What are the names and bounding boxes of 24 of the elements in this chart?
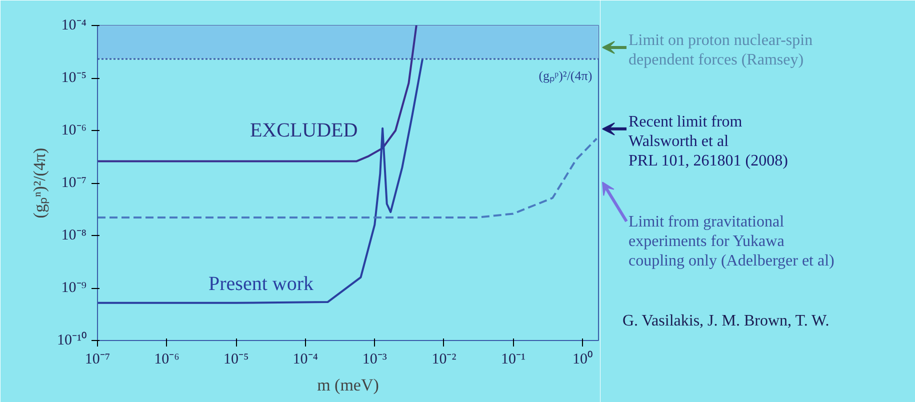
x-tick-label: 10⁻³ [362, 352, 388, 368]
y-axis-title: (gₚⁿ)²/(4π) [30, 148, 50, 218]
y-tick-label: 10⁻⁹ [61, 280, 87, 296]
x-tick-label: 10⁻⁴ [292, 352, 318, 368]
x-tick-label: 10⁻² [432, 352, 457, 368]
x-tick-label: 10⁻⁶ [154, 352, 180, 368]
text: Limit on proton nuclear-spin dependent forces (Ramsey) [628, 32, 813, 68]
x-tick-label: 10⁻⁵ [223, 352, 249, 368]
y-tick-label: 10⁻⁵ [61, 70, 87, 86]
annotation: EXCLUDED [250, 120, 358, 142]
x-axis-title: m (meV) [317, 376, 379, 394]
y-tick-label: 10⁻⁸ [61, 228, 87, 244]
x-tick-label: 10⁻⁷ [84, 352, 110, 368]
y-tick-label: 10⁻⁷ [61, 175, 87, 191]
y-tick-label: 10⁻⁶ [61, 122, 87, 138]
text: G. Vasilakis, J. M. Brown, T. W. [622, 312, 830, 330]
series-label: Present work [208, 272, 314, 295]
text: Limit from gravitational experiments for Yukawa coupling only (Adelberger et al) [628, 214, 834, 270]
ref-line-label: (gₚᵖ)²/(4π) [538, 68, 592, 84]
x-tick-label: 10⁰ [572, 350, 593, 368]
text: Recent limit from Walsworth et al PRL 101, 261801 (2008) [628, 113, 788, 170]
y-tick-label: 10⁻⁴ [61, 18, 87, 34]
x-tick-label: 10⁻¹ [500, 352, 526, 368]
y-tick-label: 10⁻¹⁰ [57, 332, 87, 348]
